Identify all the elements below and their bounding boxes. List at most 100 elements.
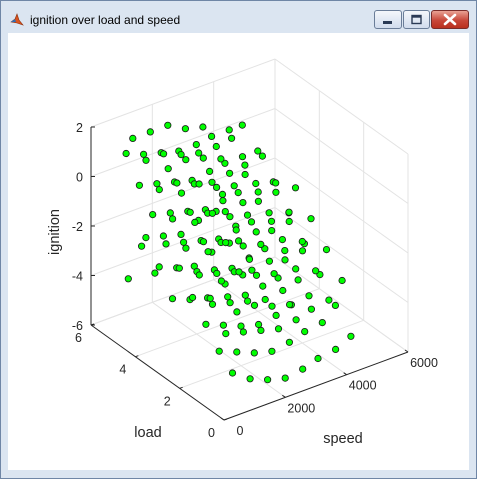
- data-point: [182, 156, 190, 164]
- data-point: [261, 295, 269, 304]
- data-point: [258, 152, 266, 160]
- data-point: [272, 188, 280, 196]
- data-point: [238, 153, 247, 161]
- data-point: [238, 121, 246, 129]
- data-point: [228, 369, 237, 377]
- data-point: [285, 208, 293, 216]
- data-point: [285, 300, 294, 309]
- grid-line: [274, 157, 409, 254]
- data-point: [199, 154, 207, 162]
- grid-line: [90, 58, 276, 128]
- data-point: [274, 325, 283, 333]
- data-point: [299, 365, 307, 373]
- data-point: [208, 132, 216, 141]
- z-axis-label: ignition: [47, 209, 63, 255]
- data-point: [307, 305, 315, 313]
- data-point: [331, 345, 340, 353]
- data-point: [226, 213, 234, 221]
- data-point: [122, 149, 130, 158]
- x-axis-line: [223, 351, 409, 421]
- x-tick-label: 0: [237, 424, 244, 438]
- y-tick-label: 2: [164, 394, 171, 408]
- data-point: [261, 245, 269, 253]
- data-point: [168, 295, 177, 303]
- grid-line: [90, 256, 276, 326]
- y-tick: [223, 418, 228, 421]
- data-point: [226, 169, 234, 177]
- data-point: [338, 276, 346, 285]
- data-point: [241, 291, 249, 299]
- data-point: [255, 320, 263, 329]
- data-point: [180, 238, 188, 246]
- axes-lines: [90, 126, 409, 421]
- data-point: [219, 197, 227, 205]
- data-point: [218, 190, 227, 198]
- data-point: [173, 179, 181, 187]
- data-point: [177, 230, 185, 238]
- figure-canvas[interactable]: 0 2000 4000 6000 0 2 4 6 -6 -4 -2 0 2 ignition load …: [8, 33, 469, 470]
- data-point: [224, 293, 232, 301]
- data-point: [292, 316, 300, 324]
- data-point: [272, 179, 280, 187]
- data-point: [347, 332, 355, 340]
- title-bar[interactable]: ignition over load and speed: [1, 1, 476, 33]
- data-point: [230, 182, 238, 190]
- maximize-icon: [411, 14, 422, 25]
- minimize-button[interactable]: [374, 10, 402, 29]
- data-point: [250, 349, 258, 357]
- data-point: [239, 199, 247, 207]
- data-point: [228, 134, 236, 142]
- y-axis-label: load: [134, 425, 161, 441]
- data-point: [268, 227, 276, 235]
- z-tick-label: -4: [72, 270, 83, 284]
- data-point: [267, 217, 276, 225]
- data-point: [279, 286, 287, 295]
- data-point: [135, 181, 143, 189]
- x-tick: [343, 372, 347, 376]
- data-point: [208, 300, 217, 308]
- data-point: [278, 236, 286, 244]
- data-point: [247, 218, 256, 226]
- data-point: [257, 326, 265, 334]
- grid-line: [274, 207, 409, 303]
- data-point: [182, 244, 190, 252]
- data-point: [206, 167, 214, 175]
- data-point: [281, 247, 289, 255]
- minimize-icon: [383, 21, 392, 24]
- data-point: [175, 264, 183, 272]
- data-point: [192, 141, 200, 149]
- x-tick: [282, 394, 286, 398]
- data-point: [252, 179, 260, 188]
- data-point: [274, 274, 282, 282]
- data-point: [153, 180, 161, 188]
- grid-line: [90, 108, 276, 177]
- data-point: [221, 159, 229, 167]
- data-point: [138, 242, 146, 250]
- close-button[interactable]: [431, 10, 469, 29]
- data-point: [233, 308, 241, 316]
- data-point: [169, 215, 177, 223]
- data-point: [250, 301, 259, 309]
- data-point: [142, 234, 150, 242]
- close-icon: [443, 13, 457, 26]
- data-point: [235, 237, 243, 245]
- data-point: [237, 322, 245, 330]
- axes-grid: [90, 58, 409, 421]
- data-point: [268, 302, 276, 310]
- x-tick: [404, 349, 409, 353]
- data-point: [259, 282, 267, 290]
- maximize-button[interactable]: [403, 10, 430, 29]
- grid-line: [274, 58, 409, 155]
- data-point: [325, 296, 333, 304]
- data-point: [235, 268, 243, 276]
- data-point: [285, 338, 293, 346]
- z-tick-label: -2: [72, 220, 83, 234]
- scatter-points: [122, 121, 355, 384]
- data-point: [272, 311, 280, 319]
- data-point: [189, 293, 197, 302]
- data-point: [155, 186, 163, 194]
- data-point: [217, 277, 225, 285]
- data-point: [281, 256, 289, 264]
